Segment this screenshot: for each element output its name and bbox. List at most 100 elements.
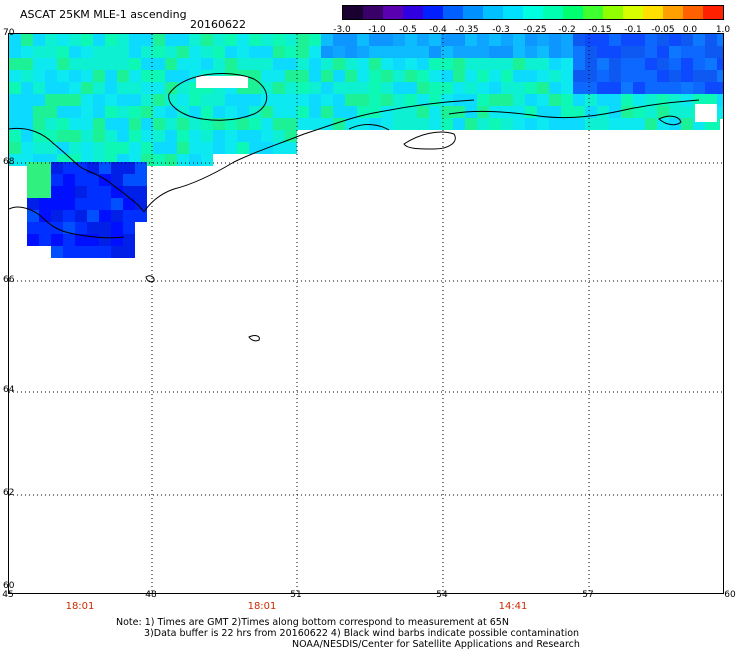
color-scale-label: -0.15: [588, 25, 612, 35]
swath-cell: [357, 118, 369, 130]
swath-cell: [297, 82, 309, 94]
swath-cell: [129, 118, 141, 130]
note-line-1: Note: 1) Times are GMT 2)Times along bot…: [116, 617, 509, 628]
swath-cell: [417, 70, 429, 82]
swath-cell: [69, 34, 81, 46]
swath-cell: [549, 106, 561, 118]
swath-cell: [585, 34, 597, 46]
swath-cell: [429, 58, 441, 70]
swath-cell: [705, 58, 717, 70]
swath-cell: [585, 58, 597, 70]
swath-cell: [345, 94, 357, 106]
swath-cell: [189, 34, 201, 46]
swath-cell: [51, 246, 63, 258]
swath-cell: [225, 46, 237, 58]
swath-cell: [153, 106, 165, 118]
swath-cell: [633, 34, 645, 46]
swath-cell: [63, 186, 75, 198]
swath-cell: [321, 46, 333, 58]
swath-cell: [129, 58, 141, 70]
swath-cell: [201, 106, 213, 118]
swath-cell: [153, 142, 165, 154]
swath-cell: [177, 34, 189, 46]
swath-cell: [513, 118, 525, 130]
swath-cell: [9, 130, 21, 142]
swath-cell: [717, 106, 723, 118]
swath-cell: [273, 70, 285, 82]
nodata-patch: [720, 119, 723, 131]
swath-cell: [417, 46, 429, 58]
swath-cell: [177, 58, 189, 70]
swath-cell: [489, 94, 501, 106]
swath-cell: [225, 94, 237, 106]
swath-cell: [21, 94, 33, 106]
swath-cell: [669, 58, 681, 70]
coastline: [9, 206, 125, 239]
swath-cell: [177, 142, 189, 154]
swath-cell: [441, 82, 453, 94]
swath-cell: [27, 186, 39, 198]
swath-cell: [333, 46, 345, 58]
swath-cell: [21, 46, 33, 58]
island-outline: [168, 73, 268, 121]
swath-cell: [261, 34, 273, 46]
map-panel[interactable]: [8, 33, 724, 594]
swath-cell: [669, 94, 681, 106]
swath-cell: [213, 142, 225, 154]
swath-cell: [717, 70, 723, 82]
swath-cell: [177, 106, 189, 118]
swath-cell: [381, 94, 393, 106]
swath-cell: [489, 118, 501, 130]
swath-cell: [111, 210, 123, 222]
swath-cell: [645, 46, 657, 58]
swath-cell: [561, 118, 573, 130]
swath-cell: [429, 82, 441, 94]
swath-cell: [489, 70, 501, 82]
swath-cell: [261, 58, 273, 70]
swath-cell: [105, 94, 117, 106]
swath-cell: [537, 70, 549, 82]
swath-cell: [489, 34, 501, 46]
swath-cell: [285, 82, 297, 94]
swath-cell: [549, 82, 561, 94]
swath-cell: [657, 118, 669, 130]
swath-cell: [117, 70, 129, 82]
swath-cell: [117, 142, 129, 154]
swath-cell: [657, 46, 669, 58]
swath-cell: [129, 46, 141, 58]
swath-cell: [609, 94, 621, 106]
swath-cell: [111, 222, 123, 234]
swath-cell: [405, 46, 417, 58]
swath-cell: [369, 118, 381, 130]
lon-label-60: 60: [724, 590, 736, 600]
time-label-2: 18:01: [247, 601, 277, 612]
swath-cell: [69, 82, 81, 94]
swath-cell: [39, 210, 51, 222]
swath-cell: [123, 222, 135, 234]
swath-cell: [111, 198, 123, 210]
swath-cell: [501, 58, 513, 70]
swath-cell: [669, 34, 681, 46]
swath-cell: [81, 94, 93, 106]
swath-cell: [189, 154, 201, 166]
lat-label-60: 60: [3, 581, 15, 591]
swath-cell: [39, 174, 51, 186]
swath-cell: [177, 46, 189, 58]
swath-cell: [261, 130, 273, 142]
swath-cell: [429, 118, 441, 130]
swath-cell: [9, 82, 21, 94]
swath-cell: [99, 198, 111, 210]
swath-cell: [45, 118, 57, 130]
swath-cell: [369, 58, 381, 70]
swath-cell: [489, 46, 501, 58]
swath-cell: [213, 118, 225, 130]
swath-cell: [213, 46, 225, 58]
swath-cell: [645, 34, 657, 46]
swath-cell: [249, 106, 261, 118]
swath-cell: [357, 94, 369, 106]
swath-cell: [189, 130, 201, 142]
swath-cell: [105, 70, 117, 82]
swath-cell: [297, 94, 309, 106]
swath-cell: [9, 34, 21, 46]
swath-cell: [33, 142, 45, 154]
